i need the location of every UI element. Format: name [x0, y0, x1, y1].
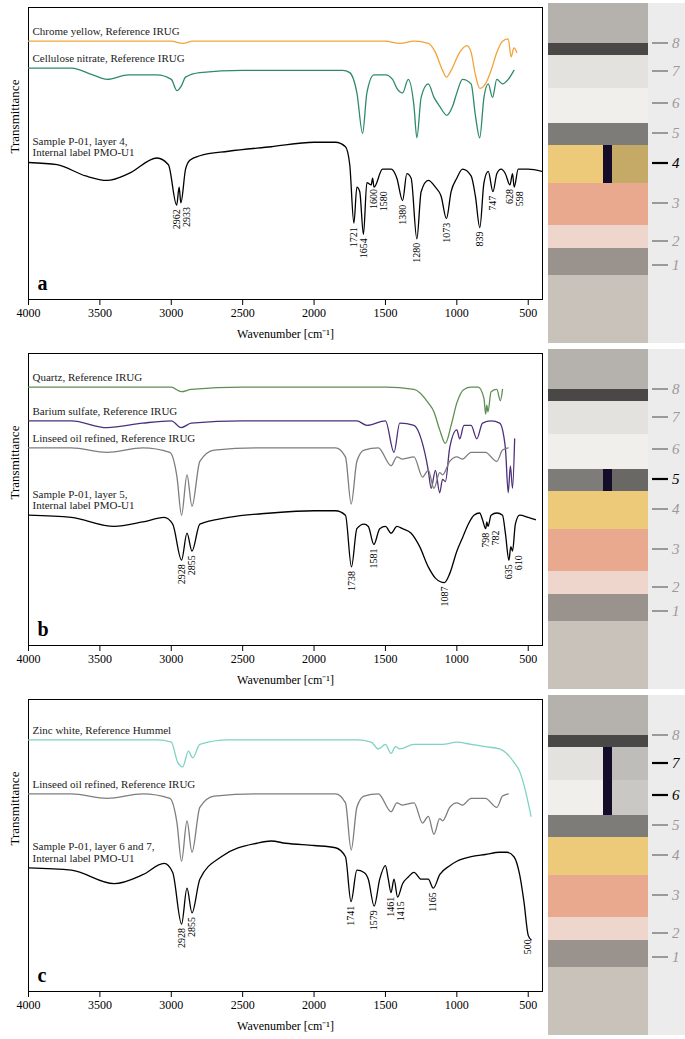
svg-text:2500: 2500	[231, 306, 255, 320]
svg-text:1000: 1000	[445, 306, 469, 320]
svg-text:7: 7	[672, 409, 681, 425]
svg-text:2500: 2500	[231, 652, 255, 666]
svg-text:798: 798	[479, 532, 491, 548]
svg-text:1461: 1461	[385, 896, 397, 917]
svg-text:2855: 2855	[186, 917, 197, 937]
svg-text:a: a	[38, 272, 48, 294]
svg-text:2000: 2000	[302, 998, 326, 1012]
svg-text:1738: 1738	[346, 571, 357, 591]
svg-text:6: 6	[672, 441, 680, 457]
svg-text:2928: 2928	[176, 928, 187, 948]
svg-text:1380: 1380	[397, 205, 408, 225]
svg-text:8: 8	[672, 35, 680, 51]
svg-text:6: 6	[672, 95, 680, 111]
svg-text:500: 500	[522, 939, 533, 954]
svg-text:1721: 1721	[348, 227, 360, 248]
svg-text:4000: 4000	[17, 998, 41, 1012]
svg-text:1579: 1579	[368, 910, 379, 930]
svg-text:7: 7	[672, 755, 681, 771]
svg-text:1280: 1280	[411, 243, 422, 263]
svg-text:1000: 1000	[445, 998, 469, 1012]
svg-text:1: 1	[672, 949, 680, 965]
svg-text:2928: 2928	[176, 564, 187, 584]
svg-text:628: 628	[504, 188, 516, 204]
svg-text:3: 3	[671, 195, 680, 211]
svg-text:2962: 2962	[170, 209, 182, 230]
svg-text:500: 500	[519, 652, 537, 666]
svg-text:2500: 2500	[231, 998, 255, 1012]
svg-text:1087: 1087	[439, 587, 450, 607]
svg-text:598: 598	[514, 191, 525, 206]
svg-text:1500: 1500	[373, 306, 397, 320]
svg-text:4: 4	[672, 847, 680, 863]
svg-text:2000: 2000	[302, 652, 326, 666]
svg-text:3000: 3000	[159, 998, 183, 1012]
svg-text:1000: 1000	[445, 652, 469, 666]
svg-text:2: 2	[672, 579, 680, 595]
svg-text:Sample P-01, layer 4,Internal: Sample P-01, layer 4,Internal label PMO-…	[33, 135, 135, 159]
svg-text:Barium sulfate, Reference IRUG: Barium sulfate, Reference IRUG	[33, 405, 178, 417]
svg-text:1: 1	[672, 603, 680, 619]
svg-text:6: 6	[672, 787, 680, 803]
svg-text:4000: 4000	[17, 652, 41, 666]
svg-text:4: 4	[672, 155, 680, 171]
svg-text:Linseed oil refined, Reference: Linseed oil refined, Reference IRUG	[33, 778, 196, 790]
svg-text:4: 4	[672, 501, 680, 517]
svg-text:Wavenumber [cm⁻¹]: Wavenumber [cm⁻¹]	[237, 327, 334, 341]
svg-text:782: 782	[490, 530, 501, 545]
svg-text:Sample P-01, layer 6 and 7,Int: Sample P-01, layer 6 and 7,Internal labe…	[33, 840, 155, 864]
svg-text:3: 3	[671, 541, 680, 557]
svg-text:1165: 1165	[427, 892, 438, 912]
svg-text:3500: 3500	[88, 652, 112, 666]
svg-text:8: 8	[672, 381, 680, 397]
svg-text:Wavenumber [cm⁻¹]: Wavenumber [cm⁻¹]	[237, 673, 334, 687]
svg-text:610: 610	[513, 555, 524, 570]
svg-text:635: 635	[503, 564, 515, 580]
svg-text:500: 500	[519, 998, 537, 1012]
svg-text:1500: 1500	[373, 652, 397, 666]
svg-text:1581: 1581	[368, 548, 379, 568]
svg-text:3000: 3000	[159, 652, 183, 666]
svg-text:2855: 2855	[186, 555, 197, 575]
svg-text:Cellulose nitrate, Reference I: Cellulose nitrate, Reference IRUG	[33, 52, 185, 64]
svg-text:8: 8	[672, 727, 680, 743]
svg-text:1600: 1600	[368, 188, 380, 209]
svg-text:2: 2	[672, 233, 680, 249]
svg-text:Linseed oil refined, Reference: Linseed oil refined, Reference IRUG	[33, 432, 196, 444]
svg-text:c: c	[38, 964, 47, 986]
svg-text:2933: 2933	[181, 207, 192, 227]
svg-text:Wavenumber [cm⁻¹]: Wavenumber [cm⁻¹]	[237, 1019, 334, 1033]
svg-text:Quartz, Reference IRUG: Quartz, Reference IRUG	[33, 371, 143, 383]
svg-text:7: 7	[672, 63, 681, 79]
svg-text:Transmittance: Transmittance	[7, 771, 22, 845]
svg-text:Transmittance: Transmittance	[7, 79, 22, 153]
svg-text:Transmittance: Transmittance	[7, 425, 22, 499]
svg-text:2: 2	[672, 925, 680, 941]
svg-text:1415: 1415	[395, 901, 406, 921]
svg-text:1073: 1073	[441, 223, 452, 243]
svg-text:747: 747	[487, 196, 498, 211]
svg-text:5: 5	[672, 471, 680, 487]
svg-text:1500: 1500	[373, 998, 397, 1012]
svg-text:Chrome yellow, Reference IRUG: Chrome yellow, Reference IRUG	[33, 25, 180, 37]
svg-text:Zinc white, Reference Hummel: Zinc white, Reference Hummel	[33, 724, 172, 736]
svg-text:b: b	[38, 618, 49, 640]
svg-text:1580: 1580	[378, 191, 389, 211]
svg-text:Sample P-01, layer 5,Internal: Sample P-01, layer 5,Internal label PMO-…	[33, 488, 135, 512]
svg-text:839: 839	[474, 232, 485, 247]
svg-text:1654: 1654	[358, 238, 369, 258]
svg-text:3500: 3500	[88, 306, 112, 320]
svg-text:5: 5	[672, 817, 680, 833]
svg-text:1741: 1741	[345, 906, 356, 926]
svg-text:5: 5	[672, 125, 680, 141]
svg-text:3: 3	[671, 887, 680, 903]
svg-text:1: 1	[672, 257, 680, 273]
svg-text:3000: 3000	[159, 306, 183, 320]
svg-text:500: 500	[519, 306, 537, 320]
svg-text:4000: 4000	[17, 306, 41, 320]
svg-text:3500: 3500	[88, 998, 112, 1012]
svg-text:2000: 2000	[302, 306, 326, 320]
